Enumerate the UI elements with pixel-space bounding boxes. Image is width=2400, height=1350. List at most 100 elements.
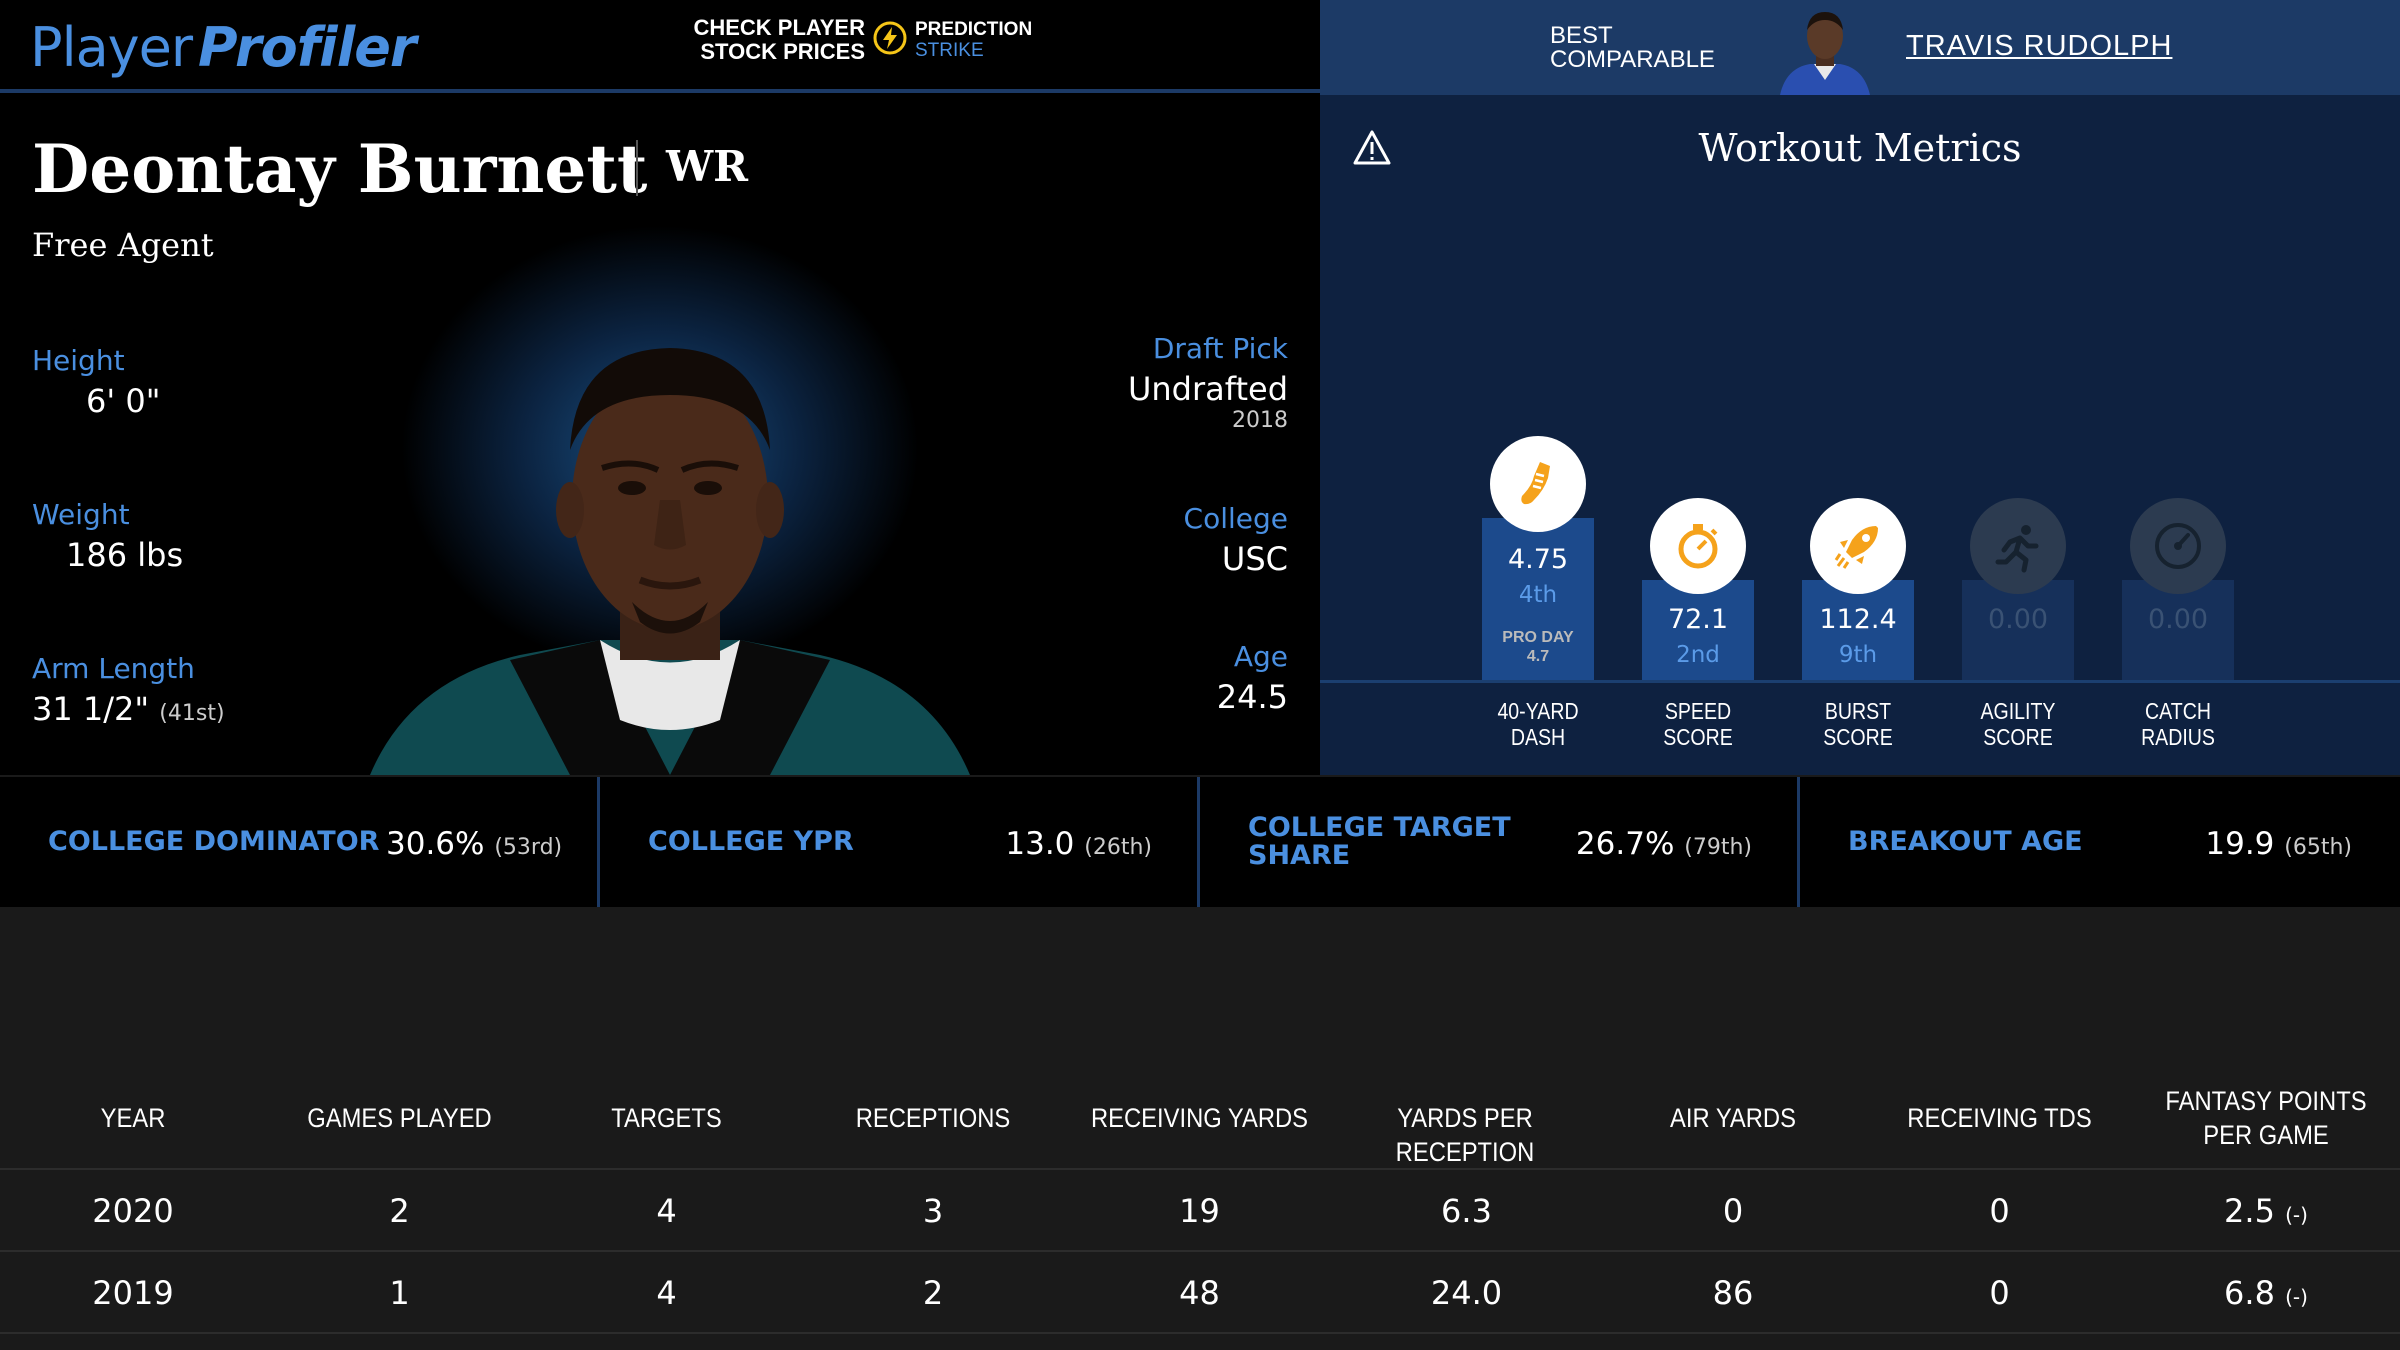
metric-rank: 2nd [1676,642,1720,668]
table-cell: 19 [1179,1192,1220,1230]
column-header-receptions[interactable]: RECEPTIONS [855,1103,1011,1133]
check-stock-link[interactable]: CHECK PLAYER STOCK PRICES [693,15,865,64]
speed-score-badge[interactable] [1650,498,1746,594]
table-cell: 2 [389,1192,410,1230]
agility-score-badge[interactable] [1970,498,2066,594]
stat-label-college-dominator: COLLEGE DOMINATOR [48,826,380,857]
table-cell: 48 [1179,1274,1220,1312]
player-headshot [370,340,970,775]
stat-rank: (26th) [1084,835,1152,860]
stat-value-college-dominator: 30.6% (53rd) [386,826,562,862]
running-shoe-icon [1521,462,1550,505]
metric-label: CATCH RADIUS [2141,698,2215,750]
stat-number: 26.7% [1575,826,1675,862]
stat-divider [597,777,600,907]
stat-divider [1197,777,1200,907]
table-cell: 4 [656,1274,677,1312]
table-cell: 86 [1712,1274,1754,1312]
metric-value: 72.1 [1667,604,1729,635]
metric-value: 0.00 [1987,604,2049,635]
table-cell-fantasy-points: 6.8 (-) [2133,1274,2399,1312]
metric-rank: 4th [1518,582,1558,608]
college-label: College [1183,502,1288,535]
site-logo[interactable]: Player Profiler [30,16,416,79]
metric-label: BURST SCORE [1823,698,1893,750]
metric-value: 4.75 [1507,544,1569,575]
stat-label-college-ypr: COLLEGE YPR [648,826,854,857]
height-value: 6' 0" [86,382,161,420]
draft-pick-value: Undrafted [1127,370,1288,408]
table-cell-year: 2020 [92,1192,174,1230]
table-cell-fantasy-points: 2.5 (-) [2133,1192,2399,1230]
best-comparable-player-link[interactable]: TRAVIS RUDOLPH [1906,30,2173,62]
row-divider [0,1250,2400,1252]
stat-number: 13.0 [1005,826,1075,862]
name-divider [636,140,638,196]
column-header-receiving-yards[interactable]: RECEIVING YARDS [1091,1103,1308,1133]
stat-value-breakout-age: 19.9 (65th) [2100,826,2352,862]
fantasy-points-note: (-) [2285,1203,2308,1227]
rocket-icon [1834,526,1878,569]
lightning-bolt-icon [872,20,908,56]
table-cell: 0 [1989,1274,2010,1312]
agility-score-bar [1962,580,2074,680]
column-header-games-played[interactable]: GAMES PLAYED [307,1103,492,1133]
table-cell: 0 [1989,1192,2010,1230]
college-value: USC [1221,540,1288,578]
logo-text-regular: Player [30,16,193,79]
stat-rank: (65th) [2284,835,2352,860]
weight-value: 186 lbs [66,536,184,574]
age-label: Age [1233,640,1288,673]
player-team: Free Agent [32,226,214,264]
column-header-air-yards[interactable]: AIR YARDS [1670,1103,1796,1133]
stat-number: 19.9 [2205,826,2275,862]
comparable-player-avatar[interactable] [1776,6,1874,95]
stat-value-college-ypr: 13.0 (26th) [900,826,1152,862]
burst-score-badge[interactable] [1810,498,1906,594]
column-header-receiving-tds[interactable]: RECEIVING TDS [1907,1103,2092,1133]
column-header-yards-per-reception[interactable]: YARDS PER RECEPTION [1395,1103,1535,1167]
college-stats-strip [0,777,2400,907]
stat-label-breakout-age: BREAKOUT AGE [1848,826,2083,857]
warning-icon[interactable] [1352,128,1392,168]
stat-number: 30.6% [386,826,485,862]
table-cell: 2 [922,1274,944,1312]
column-header-fantasy-points-per-game[interactable]: FANTASY POINTS PER GAME [2165,1086,2367,1150]
forty-yard-dash-bar [1482,518,1594,680]
table-cell: 6.3 [1441,1192,1492,1230]
gauge-icon [2155,523,2201,569]
catch-radius-bar [2122,580,2234,680]
metric-value: 112.4 [1819,604,1897,635]
partner-name[interactable]: PREDICTION [915,19,1033,40]
logo-text-bold: Profiler [198,16,416,79]
player-name: Deontay Burnett [32,130,648,208]
column-header-targets[interactable]: TARGETS [611,1103,722,1133]
fantasy-points-value: 2.5 [2224,1192,2275,1230]
stat-rank: (53rd) [494,835,563,860]
metric-rank: 9th [1838,642,1878,668]
metric-label: 40-YARD DASH [1497,698,1579,750]
runner-icon [1995,525,2039,573]
forty-yard-dash-badge[interactable] [1490,436,1586,532]
workout-baseline [1320,680,2400,683]
arm-length-rank: (41st) [159,701,225,726]
stat-label-college-target-share: COLLEGE TARGET SHARE [1248,812,1511,871]
table-cell: 1 [389,1274,410,1312]
metric-label: AGILITY SCORE [1980,698,2056,750]
table-cell: 0 [1722,1192,1744,1230]
height-label: Height [32,344,125,377]
metric-label: SPEED SCORE [1663,698,1733,750]
metric-value: 0.00 [2147,604,2209,635]
header-divider [0,89,1320,93]
catch-radius-badge[interactable] [2130,498,2226,594]
row-divider [0,1332,2400,1334]
fantasy-points-note: (-) [2285,1285,2308,1309]
best-comparable-label: BEST COMPARABLE [1550,22,1715,73]
partner-subname[interactable]: STRIKE [915,40,984,61]
burst-score-bar [1802,580,1914,680]
stopwatch-icon [1678,524,1718,569]
stat-rank: (79th) [1684,835,1752,860]
column-header-year[interactable]: YEAR [100,1103,166,1133]
row-divider [0,1168,2400,1170]
stat-divider [1797,777,1800,907]
